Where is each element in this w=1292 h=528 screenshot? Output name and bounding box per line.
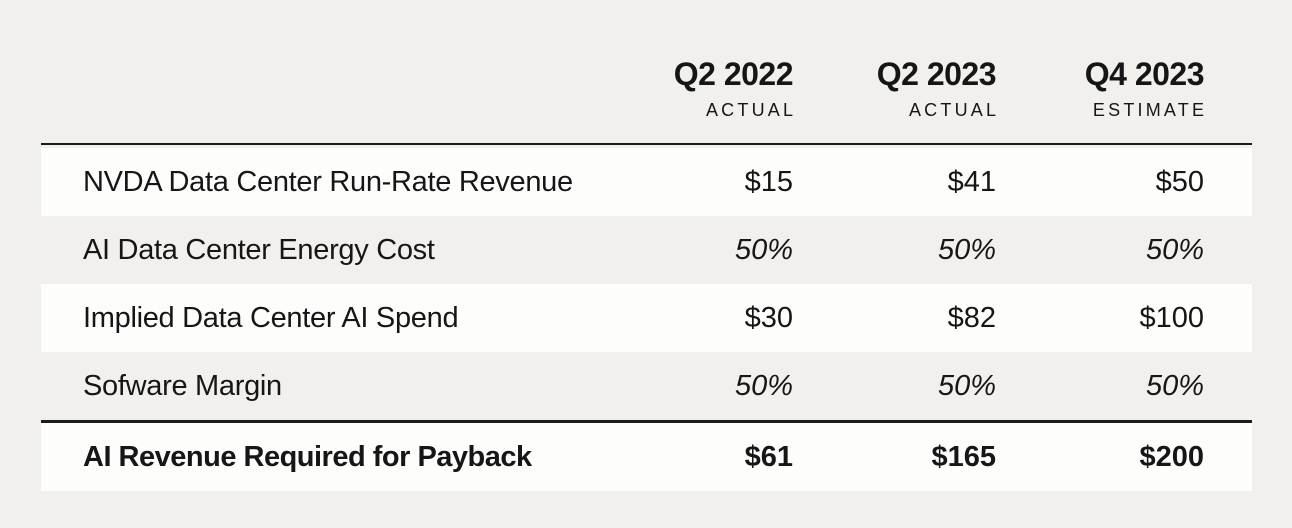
cell-value: $82 (947, 301, 996, 334)
table-row-nvda-run-rate-revenue: NVDA Data Center Run-Rate Revenue $15 $4… (41, 148, 1252, 216)
table-row-implied-ai-spend: Implied Data Center AI Spend $30 $82 $10… (41, 284, 1252, 352)
cell-value: 50% (937, 233, 996, 266)
cell-value: $200 (1139, 440, 1204, 473)
total-separator-rule (41, 420, 1252, 423)
table-header-row: Q2 2022 ACTUAL Q2 2023 ACTUAL Q4 2023 ES… (41, 0, 1252, 145)
data-table: Q2 2022 ACTUAL Q2 2023 ACTUAL Q4 2023 ES… (41, 0, 1252, 491)
cell-value: 50% (1145, 369, 1204, 402)
column-header-q2-2022: Q2 2022 ACTUAL (636, 56, 846, 121)
cell-value: $50 (1155, 165, 1204, 198)
column-header-q4-2023: Q4 2023 ESTIMATE (1049, 56, 1252, 121)
cell-value: 50% (734, 233, 793, 266)
qualifier-label: ACTUAL (908, 100, 1000, 120)
row-label: Implied Data Center AI Spend (83, 301, 459, 334)
row-label: AI Revenue Required for Payback (83, 440, 532, 473)
row-label: Sofware Margin (83, 369, 282, 402)
table-row-energy-cost: AI Data Center Energy Cost 50% 50% 50% (41, 216, 1252, 284)
column-header-q2-2023: Q2 2023 ACTUAL (846, 56, 1049, 121)
table-row-software-margin: Sofware Margin 50% 50% 50% (41, 352, 1252, 420)
row-label: NVDA Data Center Run-Rate Revenue (83, 165, 573, 198)
table-body: NVDA Data Center Run-Rate Revenue $15 $4… (41, 148, 1252, 491)
row-label: AI Data Center Energy Cost (83, 233, 435, 266)
cell-value: $100 (1139, 301, 1204, 334)
period-label: Q2 2023 (876, 56, 997, 92)
table-row-ai-revenue-payback-total: AI Revenue Required for Payback $61 $165… (41, 423, 1252, 491)
qualifier-label: ESTIMATE (1092, 100, 1208, 120)
period-label: Q2 2022 (673, 56, 794, 92)
cell-value: $165 (931, 440, 996, 473)
qualifier-label: ACTUAL (705, 100, 797, 120)
period-label: Q4 2023 (1084, 56, 1205, 92)
cell-value: 50% (734, 369, 793, 402)
cell-value: $41 (947, 165, 996, 198)
cell-value: $15 (744, 165, 793, 198)
cell-value: $61 (744, 440, 793, 473)
cell-value: 50% (1145, 233, 1204, 266)
cell-value: 50% (937, 369, 996, 402)
cell-value: $30 (744, 301, 793, 334)
